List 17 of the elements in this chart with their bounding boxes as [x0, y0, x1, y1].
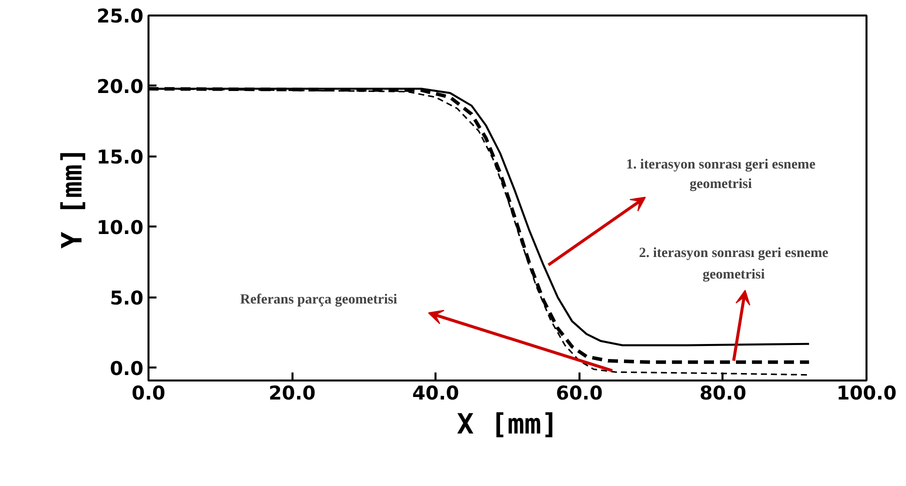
x-axis-title: X [mm] [456, 408, 558, 440]
y-axis-title: Y [mm] [56, 147, 89, 249]
x-tick-label: 0.0 [132, 382, 166, 404]
annotation: 2. iterasyon sonrası geri esneme geometrisi [638, 246, 828, 282]
y-tick-label: 5.0 [110, 287, 144, 310]
x-tick-label: 40.0 [412, 382, 460, 404]
x-tick-label: 80.0 [699, 382, 746, 404]
annotation: Referans parça geometrisi [240, 292, 398, 308]
x-tick-label: 60.0 [556, 382, 603, 404]
annotation: 1. iterasyon sonrası geri esneme geometrisi [626, 157, 816, 192]
x-tick-label: 20.0 [268, 382, 316, 404]
y-tick-label: 20.0 [96, 76, 144, 98]
y-tick-label: 0.0 [110, 358, 144, 380]
x-tick-label: 100.0 [836, 382, 897, 404]
y-tick-label: 10.0 [96, 216, 144, 239]
y-tick-label: 25.0 [96, 6, 144, 28]
y-tick-label: 15.0 [96, 146, 144, 168]
